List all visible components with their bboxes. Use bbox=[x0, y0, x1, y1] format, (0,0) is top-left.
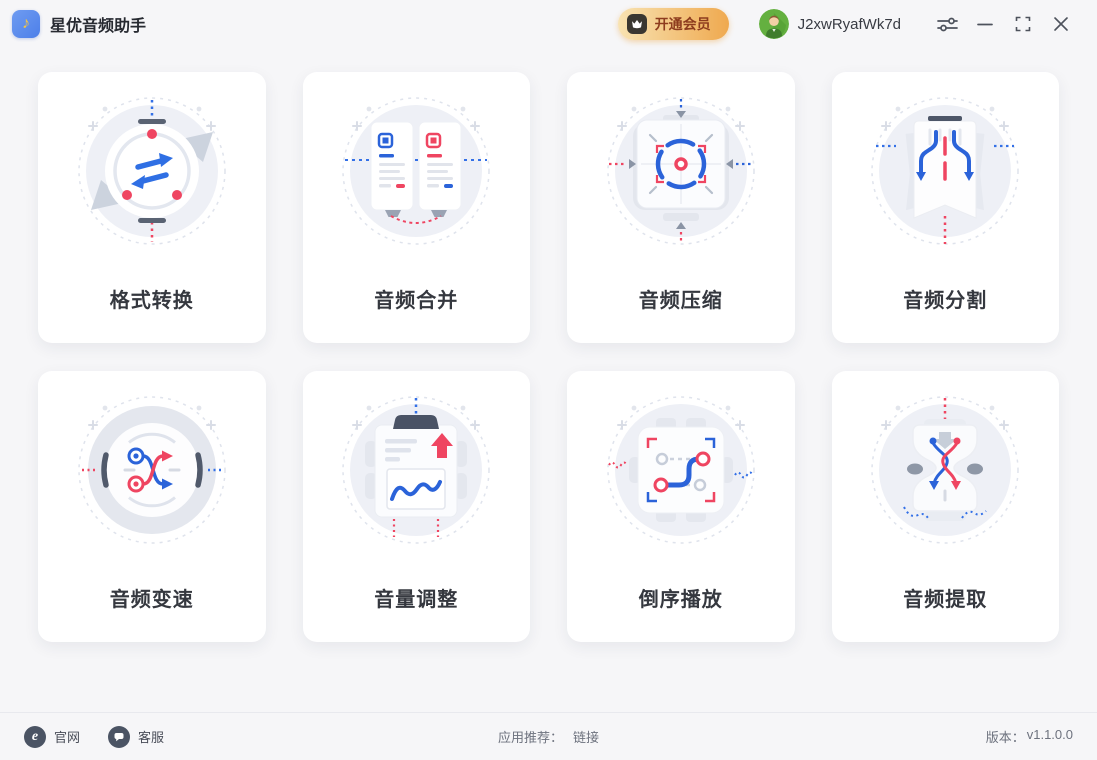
recommend-link[interactable]: 链接 bbox=[573, 730, 600, 745]
audio-speed-illustration bbox=[78, 396, 226, 544]
tool-card-reverse-play[interactable]: 倒序播放 bbox=[567, 371, 795, 642]
version-value: v1.1.0.0 bbox=[1026, 727, 1073, 742]
chat-bubble-icon bbox=[108, 725, 131, 748]
format-convert-illustration bbox=[78, 97, 226, 245]
tool-card-audio-compress[interactable]: 音频压缩 bbox=[567, 72, 795, 343]
tool-card-label: 音频分割 bbox=[903, 290, 988, 312]
tool-card-label: 格式转换 bbox=[109, 290, 194, 312]
audio-extract-illustration bbox=[871, 396, 1019, 544]
app-title: 星优音频助手 bbox=[50, 18, 147, 35]
app-recommendation: 应用推荐： 链接 bbox=[0, 727, 1097, 746]
username: J2xwRyafWk7d bbox=[797, 15, 901, 33]
tool-card-audio-extract[interactable]: 音频提取 bbox=[831, 371, 1059, 642]
open-vip-button[interactable]: 开通会员 bbox=[617, 8, 729, 40]
tool-card-audio-split[interactable]: 音频分割 bbox=[831, 72, 1059, 343]
audio-merge-illustration bbox=[342, 97, 490, 245]
customer-support-label: 客服 bbox=[138, 730, 165, 745]
tool-card-label: 音频压缩 bbox=[638, 290, 723, 312]
audio-split-illustration bbox=[871, 97, 1019, 245]
settings-sliders-button[interactable] bbox=[931, 9, 963, 39]
minimize-icon bbox=[977, 23, 993, 26]
minimize-button[interactable] bbox=[969, 9, 1001, 39]
volume-adjust-illustration bbox=[342, 396, 490, 544]
maximize-icon bbox=[1015, 16, 1031, 32]
close-icon bbox=[1054, 17, 1068, 31]
customer-support-link[interactable]: 客服 bbox=[108, 725, 165, 748]
user-account[interactable]: J2xwRyafWk7d bbox=[758, 9, 901, 39]
version-label: 版本： bbox=[985, 730, 1025, 745]
app-logo: ♪ bbox=[12, 10, 40, 38]
window-controls bbox=[931, 9, 1077, 39]
person-avatar-icon bbox=[758, 9, 789, 39]
user-avatar bbox=[758, 9, 789, 39]
reverse-play-illustration bbox=[607, 396, 755, 544]
tool-grid: 格式转换 bbox=[0, 48, 1097, 642]
official-website-label: 官网 bbox=[54, 730, 81, 745]
tool-card-format-convert[interactable]: 格式转换 bbox=[38, 72, 266, 343]
tool-card-label: 音频提取 bbox=[903, 589, 988, 611]
tool-card-label: 音频合并 bbox=[374, 290, 459, 312]
sliders-icon bbox=[936, 17, 958, 31]
tool-card-label: 音量调整 bbox=[374, 589, 459, 611]
close-button[interactable] bbox=[1045, 9, 1077, 39]
tool-card-label: 倒序播放 bbox=[638, 589, 723, 611]
maximize-button[interactable] bbox=[1007, 9, 1039, 39]
browser-globe-icon: e bbox=[24, 725, 46, 748]
version-info: 版本： v1.1.0.0 bbox=[986, 727, 1073, 746]
open-vip-label: 开通会员 bbox=[654, 16, 711, 32]
recommend-label: 应用推荐： bbox=[497, 730, 563, 745]
footer: e 官网 客服 应用推荐： 链接 版本： v1.1.0.0 bbox=[0, 712, 1097, 760]
title-bar: ♪ 星优音频助手 开通会员 J2xwRyaf bbox=[0, 0, 1097, 48]
official-website-link[interactable]: e 官网 bbox=[24, 725, 81, 748]
crown-badge-icon bbox=[626, 14, 647, 34]
music-note-icon: ♪ bbox=[22, 15, 30, 32]
tool-card-audio-speed[interactable]: 音频变速 bbox=[38, 371, 266, 642]
tool-card-audio-merge[interactable]: 音频合并 bbox=[302, 72, 530, 343]
tool-card-label: 音频变速 bbox=[109, 589, 194, 611]
tool-card-volume-adjust[interactable]: 音量调整 bbox=[302, 371, 530, 642]
audio-compress-illustration bbox=[607, 97, 755, 245]
